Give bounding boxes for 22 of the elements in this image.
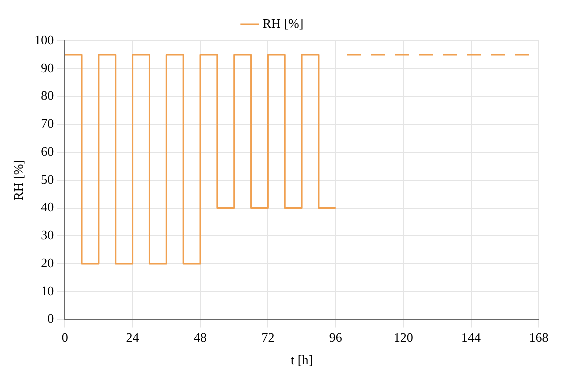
x-tick-label: 48 xyxy=(194,330,207,346)
x-tick-label: 168 xyxy=(529,330,549,346)
x-axis-title: t [h] xyxy=(291,352,314,368)
x-tick-label: 24 xyxy=(126,330,140,346)
y-tick-label: 0 xyxy=(48,311,54,326)
y-tick-label: 80 xyxy=(41,88,54,104)
y-tick-label: 20 xyxy=(41,255,54,270)
y-tick-label: 10 xyxy=(41,283,54,298)
y-tick-label: 60 xyxy=(41,144,54,159)
y-tick-label: 50 xyxy=(41,172,54,187)
y-tick-label: 70 xyxy=(41,116,54,132)
y-tick-label: 40 xyxy=(41,200,54,215)
x-tick-label: 120 xyxy=(394,330,414,346)
y-tick-label: 30 xyxy=(41,228,54,243)
y-tick-label: 100 xyxy=(34,32,54,48)
x-tick-label: 72 xyxy=(262,330,275,346)
x-tick-label: 144 xyxy=(462,330,482,346)
x-tick-label: 0 xyxy=(62,330,68,346)
legend-label: RH [%] xyxy=(262,16,304,31)
y-tick-label: 90 xyxy=(41,60,54,76)
x-tick-label: 96 xyxy=(329,330,343,346)
y-axis-title: RH [%] xyxy=(11,160,26,201)
